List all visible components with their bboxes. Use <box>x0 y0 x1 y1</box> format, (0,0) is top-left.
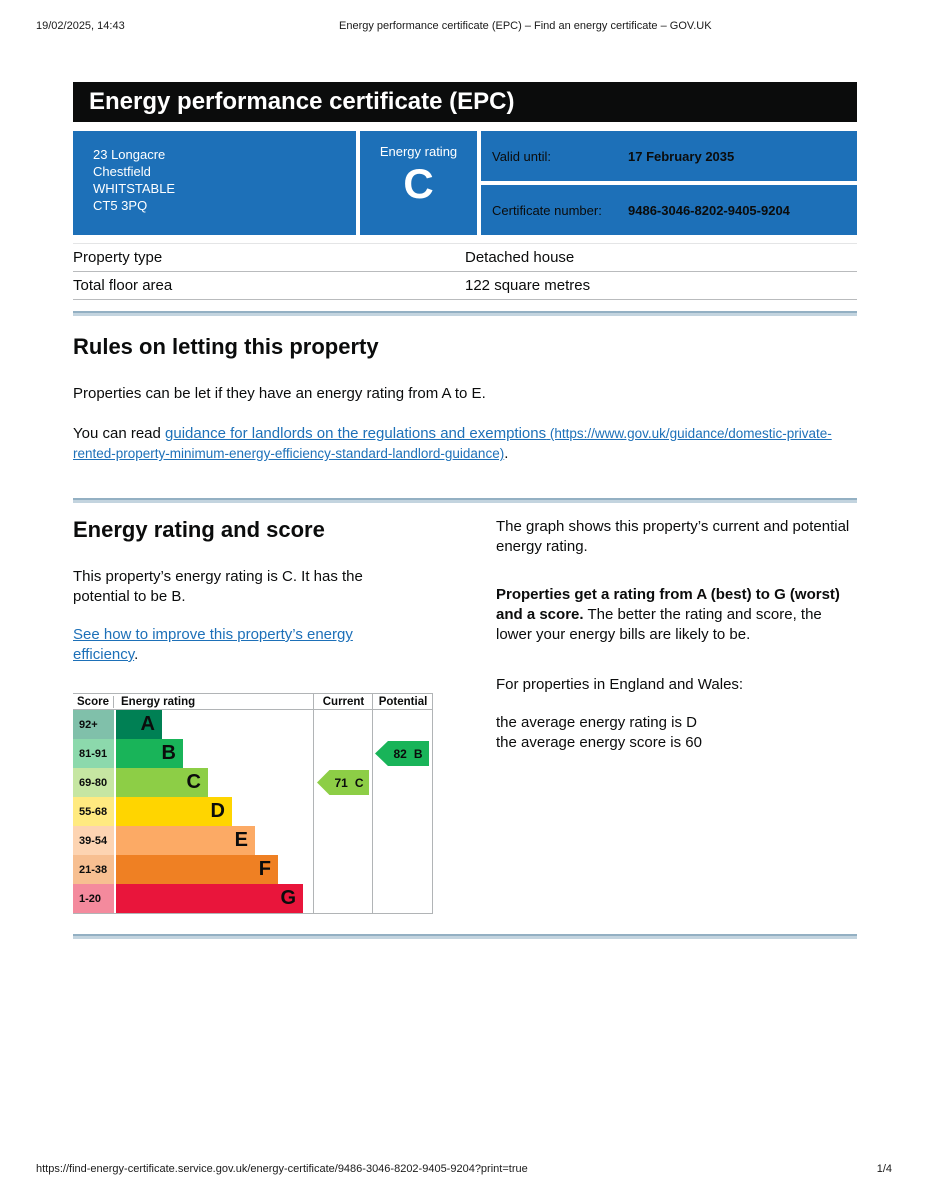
improve-link-text: See how to improve this property’s energ… <box>73 626 353 663</box>
guidance-paragraph: You can read guidance for landlords on t… <box>73 424 857 464</box>
rating-explainer-bold: Properties get a rating from A (best) to… <box>496 586 840 623</box>
epc-band-row-c: 69-80 C <box>73 768 433 797</box>
band-score-range: 81-91 <box>73 739 114 768</box>
potential-score: 82 <box>393 746 407 761</box>
band-bar: C <box>116 768 208 797</box>
rating-left-column: Energy rating and score This property’s … <box>73 517 463 914</box>
averages: the average energy rating is D the averag… <box>496 713 857 753</box>
address-line-3: WHITSTABLE <box>93 181 176 196</box>
epc-rows: 92+ A 81-91 B 69-80 C 55-68 D 39-54 E 21-38 F 1-20 G <box>73 710 433 913</box>
rating-heading: Energy rating and score <box>73 517 325 542</box>
section-rule <box>73 934 857 939</box>
table-row: Total floor area 122 square metres <box>73 272 857 300</box>
certificate-number-label: Certificate number: <box>492 202 602 218</box>
floor-area-label: Total floor area <box>73 277 173 294</box>
property-type-value: Detached house <box>465 249 575 266</box>
rating-column-header: Energy rating <box>121 695 196 708</box>
band-score-range: 21-38 <box>73 855 114 884</box>
rating-right-column: The graph shows this property’s current … <box>496 517 857 914</box>
rating-section: Energy rating and score This property’s … <box>73 517 857 914</box>
section-rule <box>73 498 857 503</box>
potential-column-divider <box>372 694 373 913</box>
energy-rating-panel: Energy rating C <box>360 131 477 235</box>
valid-until-value: 17 February 2035 <box>628 148 735 164</box>
valid-until-label: Valid until: <box>492 148 552 164</box>
rules-paragraph: Properties can be let if they have an en… <box>73 385 486 402</box>
property-address: 23 Longacre Chestfield WHITSTABLE CT5 3P… <box>73 131 356 235</box>
england-wales-label: For properties in England and Wales: <box>496 676 744 693</box>
guidance-suffix: . <box>504 445 509 462</box>
print-header-datetime: 19/02/2025, 14:43 <box>36 20 125 32</box>
average-score: the average energy score is 60 <box>496 734 702 751</box>
average-rating: the average energy rating is D <box>496 714 697 731</box>
epc-band-row-a: 92+ A <box>73 710 433 739</box>
improve-link[interactable]: See how to improve this property’s energ… <box>73 626 353 663</box>
rules-heading: Rules on letting this property <box>73 334 379 359</box>
energy-rating-value: C <box>403 160 434 207</box>
print-footer: https://find-energy-certificate.service.… <box>36 1163 892 1175</box>
current-column-divider <box>313 694 314 913</box>
score-column-header: Score <box>73 695 114 708</box>
table-row: Property type Detached house <box>73 244 857 272</box>
address-line-1: 23 Longacre <box>93 147 166 162</box>
current-band: C <box>354 775 364 790</box>
band-bar: D <box>116 797 232 826</box>
band-score-range: 92+ <box>73 710 114 739</box>
epc-chart-header: Score Energy rating Current Potential <box>73 694 433 710</box>
epc-chart: Score Energy rating Current Potential 92… <box>73 693 433 914</box>
epc-band-row-d: 55-68 D <box>73 797 433 826</box>
content: Energy performance certificate (EPC) 23 … <box>73 82 857 939</box>
rating-intro: This property’s energy rating is C. It h… <box>73 568 363 605</box>
current-rating-arrow: 71 C <box>317 770 369 795</box>
epc-banner: Energy performance certificate (EPC) <box>73 82 857 122</box>
epc-band-row-g: 1-20 G <box>73 884 433 913</box>
band-score-range: 69-80 <box>73 768 114 797</box>
rating-explainer-rest: The better the rating and score, the low… <box>496 606 822 643</box>
print-header-title: Energy performance certificate (EPC) – F… <box>339 20 712 32</box>
energy-rating-label: Energy rating <box>379 144 458 159</box>
band-bar: B <box>116 739 183 768</box>
epc-band-row-f: 21-38 F <box>73 855 433 884</box>
address-line-2: Chestfield <box>93 164 151 179</box>
certificate-number-row: Certificate number: 9486-3046-8202-9405-… <box>481 185 857 235</box>
band-bar: E <box>116 826 255 855</box>
graph-description: The graph shows this property’s current … <box>496 518 850 555</box>
page-title: Energy performance certificate (EPC) <box>89 88 515 115</box>
section-rule <box>73 311 857 316</box>
guidance-prefix: You can read <box>73 425 166 442</box>
epc-band-row-e: 39-54 E <box>73 826 433 855</box>
print-footer-url: https://find-energy-certificate.service.… <box>36 1163 528 1175</box>
improve-suffix: . <box>134 646 139 663</box>
rating-explainer: Properties get a rating from A (best) to… <box>496 585 857 645</box>
improve-paragraph: See how to improve this property’s energ… <box>73 625 393 665</box>
band-bar: G <box>116 884 303 913</box>
certificate-number-value: 9486-3046-8202-9405-9204 <box>628 202 790 218</box>
guidance-link[interactable]: guidance for landlords on the regulation… <box>73 425 832 462</box>
potential-column-header: Potential <box>378 695 428 708</box>
band-score-range: 55-68 <box>73 797 114 826</box>
band-bar: A <box>116 710 162 739</box>
floor-area-value: 122 square metres <box>465 277 591 294</box>
current-score: 71 <box>334 775 348 790</box>
guidance-link-text: guidance for landlords on the regulation… <box>165 425 547 442</box>
potential-rating-arrow: 82 B <box>375 741 429 766</box>
certificate-meta: Valid until: 17 February 2035 Certificat… <box>481 131 857 235</box>
epc-band-row-b: 81-91 B <box>73 739 433 768</box>
print-header: 19/02/2025, 14:43 Energy performance cer… <box>36 20 892 32</box>
chart-right-border <box>432 694 433 913</box>
guidance-link-url: (https://www.gov.uk/guidance/domestic-pr… <box>73 426 832 461</box>
band-score-range: 1-20 <box>73 884 114 913</box>
current-column-header: Current <box>322 695 365 708</box>
print-footer-page-number: 1/4 <box>876 1163 892 1175</box>
address-line-4: CT5 3PQ <box>93 198 148 213</box>
band-bar: F <box>116 855 278 884</box>
band-score-range: 39-54 <box>73 826 114 855</box>
potential-band: B <box>413 746 423 761</box>
valid-until-row: Valid until: 17 February 2035 <box>481 131 857 181</box>
property-table: Property type Detached house Total floor… <box>73 243 857 300</box>
summary-box: 23 Longacre Chestfield WHITSTABLE CT5 3P… <box>73 131 857 235</box>
property-type-label: Property type <box>73 249 163 266</box>
